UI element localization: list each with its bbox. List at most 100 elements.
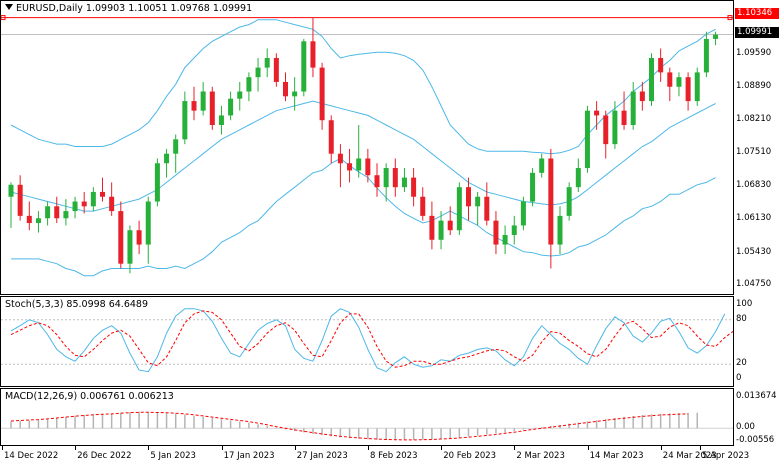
date-axis-label: 26 Dec 2022 <box>77 451 132 461</box>
candle <box>466 177 471 221</box>
candle <box>72 196 78 219</box>
macd-pane[interactable]: MACD(12,26,9) 0.006761 0.006213 <box>0 388 734 446</box>
date-tick <box>2 446 3 450</box>
chart-title: EURUSD,Daily 1.09903 1.10051 1.09768 1.0… <box>5 3 252 14</box>
stoch-signal-line <box>10 310 733 368</box>
candle-body <box>246 77 252 92</box>
price-plot[interactable] <box>1 1 733 294</box>
candle-body <box>72 201 78 212</box>
candle <box>337 144 343 188</box>
candle <box>100 177 105 202</box>
candle-body <box>612 110 618 145</box>
macd-plot[interactable] <box>1 389 733 445</box>
candle-body <box>328 120 334 154</box>
candle <box>154 158 160 207</box>
candle <box>694 67 700 106</box>
symbol-dropdown-icon[interactable] <box>5 4 13 10</box>
candle-body <box>35 218 41 224</box>
candle <box>484 182 490 226</box>
candle <box>685 72 691 111</box>
date-tick <box>587 446 589 450</box>
candle <box>173 134 179 173</box>
candle <box>237 81 243 111</box>
candle-body <box>511 225 517 235</box>
candle <box>667 67 673 102</box>
candle-body <box>539 158 545 173</box>
candle <box>502 225 508 255</box>
candle <box>649 53 654 106</box>
price-axis-label: 1.05430 <box>736 246 772 257</box>
candle-body <box>218 115 224 125</box>
candle-body <box>548 158 554 245</box>
candle <box>45 201 51 226</box>
candle-body <box>154 163 160 202</box>
candle-body <box>17 184 23 216</box>
candle <box>374 163 380 197</box>
price-axis-label: 1.09590 <box>736 47 772 58</box>
candle-body <box>438 220 444 240</box>
candle <box>520 196 526 231</box>
stochastic-plot[interactable] <box>1 297 733 386</box>
price-axis-label: 1.08890 <box>736 81 772 92</box>
candle-body <box>63 211 69 219</box>
candle <box>8 182 14 228</box>
candle <box>228 91 234 121</box>
stoch-main-line <box>10 308 726 373</box>
candle-body <box>530 172 536 202</box>
candle-body <box>383 168 389 188</box>
candle <box>429 201 435 250</box>
price-axis-label: 1.04750 <box>736 279 772 290</box>
candle <box>283 72 288 102</box>
candle-body <box>145 201 151 245</box>
candle <box>209 86 215 130</box>
candle <box>292 77 298 111</box>
candle <box>200 81 206 116</box>
bollinger-upper <box>10 19 716 155</box>
candle-body <box>520 201 526 226</box>
candle <box>475 191 481 226</box>
candle-body <box>356 158 362 171</box>
candle-body <box>45 206 51 219</box>
price-chart-pane[interactable]: EURUSD,Daily 1.09903 1.10051 1.09768 1.0… <box>0 0 734 295</box>
candle-body <box>493 220 499 245</box>
high-line-price-tag: 1.10346 <box>735 8 779 19</box>
stoch-axis-label: 100 <box>736 299 753 309</box>
candle <box>109 182 115 216</box>
candle-body <box>283 81 288 97</box>
current-price-tag: 1.09991 <box>735 27 779 38</box>
date-tick <box>700 446 701 450</box>
candle <box>255 58 261 92</box>
candle <box>383 163 389 202</box>
candle-body <box>374 175 380 188</box>
date-axis: 14 Dec 2022 26 Dec 2022 5 Jan 2023 17 Jan 2… <box>0 446 749 469</box>
candle <box>264 48 270 78</box>
candle <box>392 158 398 197</box>
candle <box>548 148 554 269</box>
candle <box>584 105 590 173</box>
candle <box>511 215 517 245</box>
candle-body <box>264 58 270 68</box>
bollinger-middle <box>10 100 716 212</box>
price-axis-label: 1.07510 <box>736 147 772 158</box>
date-axis-label: 24 Mar 2023 <box>662 451 717 461</box>
chart-title-text: EURUSD,Daily 1.09903 1.10051 1.09768 1.0… <box>16 3 253 14</box>
date-axis-label: 2 Mar 2023 <box>516 451 565 461</box>
candle-body <box>694 72 700 102</box>
date-axis-label: 14 Mar 2023 <box>589 451 644 461</box>
stochastic-pane[interactable]: Stoch(5,3,3) 85.0998 64.6489 <box>0 296 734 387</box>
candle <box>118 201 124 269</box>
candle <box>612 101 618 149</box>
candle-body <box>310 41 316 68</box>
candle <box>703 31 709 78</box>
candle <box>594 101 600 130</box>
candle-body <box>164 153 170 164</box>
date-tick <box>221 446 223 450</box>
candle-body <box>676 77 682 87</box>
candle <box>658 48 664 82</box>
candle <box>493 211 499 255</box>
date-tick <box>368 446 369 450</box>
candle-body <box>630 91 636 125</box>
candle-body <box>639 91 645 102</box>
candle-body <box>81 201 87 207</box>
candle-body <box>575 168 581 188</box>
